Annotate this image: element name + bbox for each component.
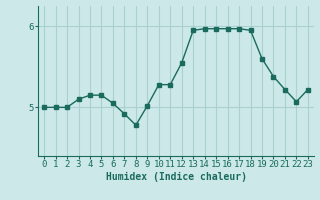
- X-axis label: Humidex (Indice chaleur): Humidex (Indice chaleur): [106, 172, 246, 182]
